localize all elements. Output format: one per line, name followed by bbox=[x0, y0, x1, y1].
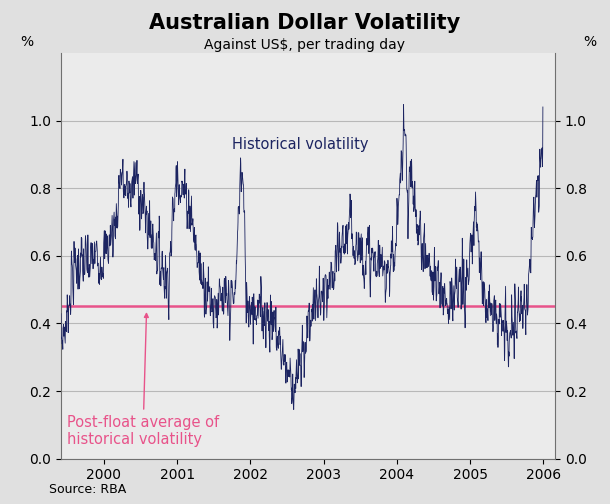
Text: %: % bbox=[583, 35, 596, 49]
Text: Australian Dollar Volatility: Australian Dollar Volatility bbox=[149, 13, 461, 33]
Text: %: % bbox=[20, 35, 33, 49]
Text: Source: RBA: Source: RBA bbox=[49, 483, 126, 496]
Text: Against US$, per trading day: Against US$, per trading day bbox=[204, 38, 406, 52]
Text: Historical volatility: Historical volatility bbox=[232, 137, 368, 152]
Text: Post-float average of
historical volatility: Post-float average of historical volatil… bbox=[67, 313, 219, 447]
